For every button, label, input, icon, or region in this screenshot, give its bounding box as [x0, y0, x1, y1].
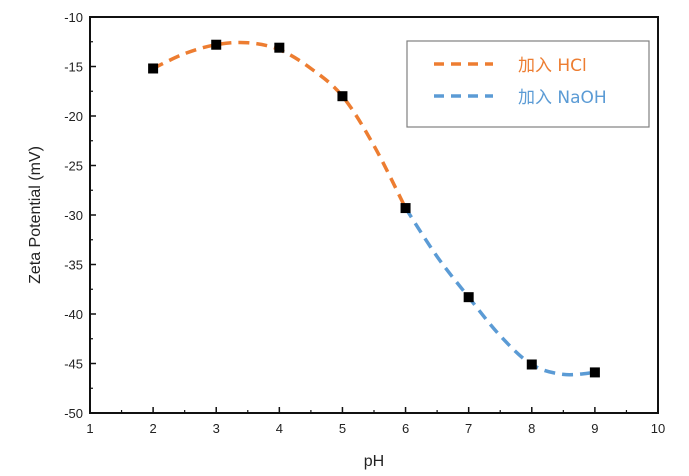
y-tick-label: -40 — [64, 307, 83, 322]
data-point-square — [589, 367, 600, 378]
x-tick-label: 4 — [276, 421, 283, 436]
y-tick-label: -50 — [64, 406, 83, 421]
y-tick-label: -35 — [64, 258, 83, 273]
x-tick-label: 7 — [465, 421, 472, 436]
y-tick-label: -45 — [64, 357, 83, 372]
legend-item-naoh: 加入 NaOH — [434, 88, 607, 108]
legend-label-hcl: 加入 HCl — [518, 56, 587, 76]
x-tick-label: 1 — [86, 421, 93, 436]
y-tick-label: -30 — [64, 208, 83, 223]
y-tick-label: -10 — [64, 10, 83, 25]
data-point-square — [526, 359, 537, 370]
x-tick-label: 6 — [402, 421, 409, 436]
x-tick-label: 8 — [528, 421, 535, 436]
legend: 加入 HCl 加入 NaOH — [406, 40, 650, 128]
x-tick-label: 5 — [339, 421, 346, 436]
naoh-curve — [404, 207, 596, 377]
x-tick-label: 3 — [213, 421, 220, 436]
y-tick-label: -25 — [64, 159, 83, 174]
legend-item-hcl: 加入 HCl — [434, 56, 587, 76]
data-point-square — [463, 292, 474, 303]
data-point-square — [400, 203, 411, 214]
legend-box — [406, 40, 650, 128]
data-points — [148, 39, 600, 378]
y-axis-title: Zeta Potential (mV) — [27, 146, 44, 284]
y-tick-label: -20 — [64, 109, 83, 124]
data-point-square — [148, 63, 159, 74]
y-tick-label: -15 — [64, 60, 83, 75]
x-tick-label: 2 — [149, 421, 156, 436]
x-axis-ticks: 1 2 3 4 5 6 7 8 9 10 — [86, 407, 665, 436]
x-axis-title: pH — [364, 453, 384, 470]
x-tick-label: 9 — [591, 421, 598, 436]
y-axis-ticks: -10 -15 -20 -25 -30 -35 -40 -45 -50 — [64, 10, 96, 421]
data-point-square — [211, 39, 222, 50]
legend-label-naoh: 加入 NaOH — [518, 88, 607, 108]
data-point-square — [337, 91, 348, 102]
x-tick-label: 10 — [651, 421, 665, 436]
data-point-square — [274, 42, 285, 53]
